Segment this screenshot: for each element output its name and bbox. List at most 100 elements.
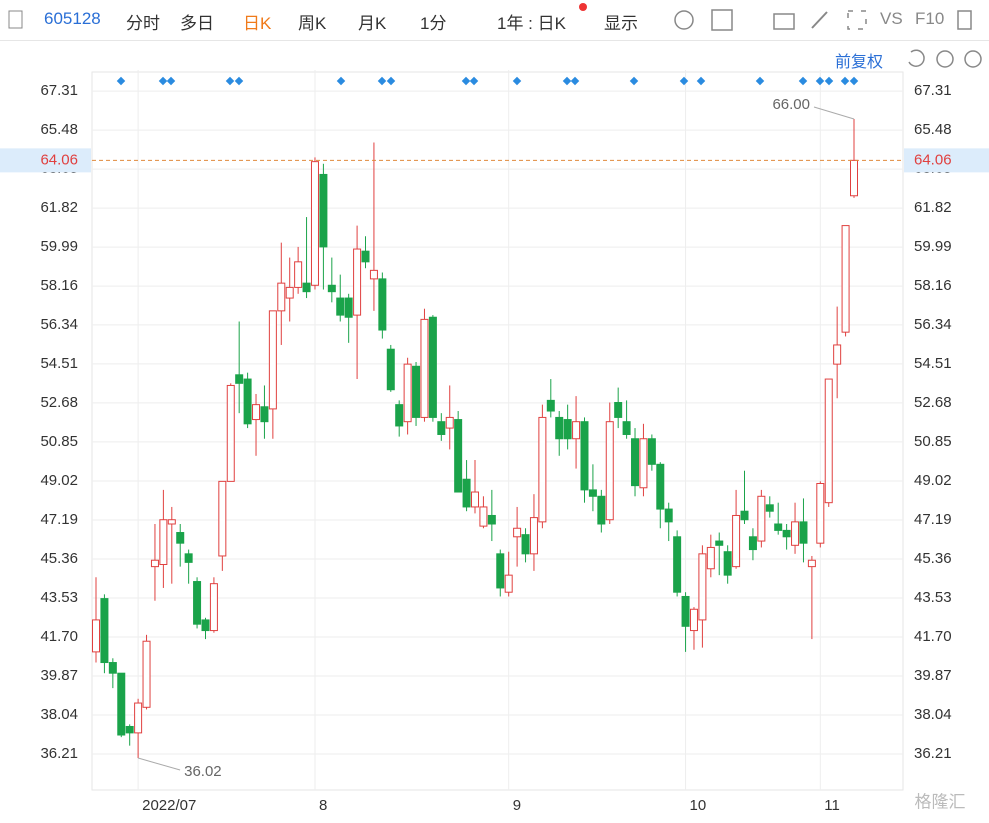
candle-body [664,508,673,523]
candle-body [268,310,277,410]
candle-body [319,173,328,248]
candle-body [555,416,564,440]
candle-body [277,282,286,312]
candle-body [833,344,842,365]
reset-icon[interactable] [908,49,925,67]
watermark: 格隆汇 [915,792,966,811]
f10-button[interactable]: F10 [915,9,945,28]
tab[interactable]: 1分 [420,14,447,33]
y-tick-label: 38.04 [40,706,78,723]
candle-body [150,559,159,568]
candle-body [125,725,134,734]
high-annotation: 66.00 [772,96,810,113]
candle-body [639,438,648,489]
stock-code[interactable]: 605128 [44,9,101,28]
y-tick-label-right: 47.19 [914,511,952,528]
fullscreen-icon[interactable] [847,10,867,30]
candle-body [824,378,833,504]
tab[interactable]: 分时 [126,14,160,33]
candle-body [471,491,479,508]
event-marker [840,76,850,86]
candle-body [631,438,640,487]
y-tick-label: 54.51 [40,355,78,372]
tab[interactable]: 周K [298,14,327,33]
candle-body [209,583,218,632]
candle-body [698,553,707,621]
candle-body [740,510,749,521]
price-tag-bg [0,148,91,173]
candle-body [513,527,522,538]
zoom-in-icon[interactable] [964,50,982,68]
candle-body [799,521,808,544]
panel-icon[interactable] [957,10,972,30]
candle-body [378,278,387,331]
candle-body [521,534,530,555]
y-tick-label: 39.87 [40,667,78,684]
candle-body [454,419,463,493]
y-tick-label-right: 41.70 [914,628,952,645]
candle-body [100,598,109,664]
price-tag: 64.06 [914,151,952,168]
checkbox-icon[interactable] [711,9,733,31]
y-tick-label: 61.82 [40,199,78,216]
zoom-out-icon[interactable] [936,50,954,68]
period-select[interactable]: 1年 : 日K [497,14,566,33]
y-tick-label: 67.31 [40,82,78,99]
candle-body [681,595,690,627]
y-tick-label-right: 59.99 [914,238,952,255]
y-tick-label-right: 56.34 [914,316,952,333]
y-tick-label-right: 38.04 [914,706,952,723]
y-tick-label-right: 52.68 [914,394,952,411]
x-tick-label: 9 [513,797,521,814]
vs-button[interactable]: VS [880,9,903,28]
event-marker [629,76,639,86]
candle-body [420,318,429,418]
candle-body [386,348,395,391]
tab[interactable]: 日K [243,14,272,33]
event-marker [815,76,825,86]
candle-body [782,529,791,538]
event-marker [755,76,765,86]
candle-body [369,269,378,280]
candle-body [437,421,446,435]
candle-body [294,261,303,288]
y-tick-label-right: 58.16 [914,277,952,294]
y-tick-label: 43.53 [40,589,78,606]
tab[interactable]: 月K [358,14,387,33]
event-marker [696,76,706,86]
event-marker [570,76,580,86]
candle-body [597,495,606,525]
adjust-button[interactable]: 前复权 [835,54,884,71]
candle-body [723,551,732,576]
candle-body [757,495,766,542]
event-marker [461,76,471,86]
candle-body [176,532,185,544]
candle-body [791,521,800,546]
settings-icon[interactable] [674,10,694,30]
pen-icon[interactable] [811,11,828,29]
candle-body [117,672,126,736]
candle-body [226,384,235,482]
event-marker [158,76,168,86]
event-marker [336,76,346,86]
candle-body [108,662,117,674]
camera-icon[interactable] [773,13,795,30]
y-tick-label-right: 65.48 [914,121,952,138]
candle-body [673,536,682,593]
candle-body [563,419,572,440]
y-tick-label-right: 39.87 [914,667,952,684]
y-tick-label-right: 67.31 [914,82,952,99]
tab[interactable]: 多日 [180,14,214,33]
candle-body [327,284,336,293]
candle-body [538,416,547,523]
candle-body [243,378,252,425]
menu-icon[interactable] [8,10,24,30]
event-marker [512,76,522,86]
event-marker [849,76,859,86]
y-tick-label-right: 36.21 [914,745,952,762]
annotation-leader [813,106,855,120]
y-tick-label-right: 49.02 [914,472,952,489]
event-marker [116,76,126,86]
candle-body [412,365,421,418]
display-select[interactable]: 显示 [604,14,638,33]
